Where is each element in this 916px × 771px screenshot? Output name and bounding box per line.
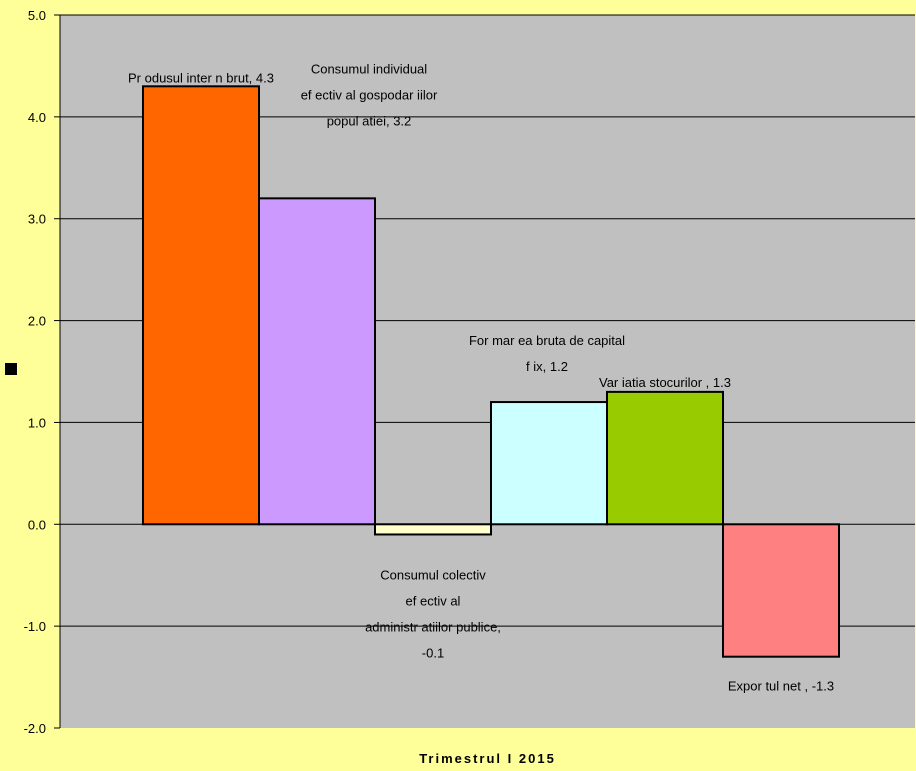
y-tick-label: 3.0: [28, 212, 46, 227]
y-axis-ticks: -2.0 -1.0 0.0 1.0 2.0 3.0 4.0 5.0: [24, 8, 60, 736]
y-tick-label: 5.0: [28, 8, 46, 23]
data-label-line: Var iatia stocurilor , 1.3: [599, 375, 731, 390]
data-label-line: For mar ea bruta de capital: [469, 333, 625, 348]
data-label-line: Pr odusul inter n brut, 4.3: [128, 70, 274, 85]
bar: [258, 197, 376, 526]
y-tick-label: 1.0: [28, 415, 46, 430]
bar: [490, 401, 608, 526]
data-label-line: administr atiilor publice,: [365, 619, 501, 634]
legend-key: [5, 363, 17, 375]
bar: [374, 523, 492, 536]
y-tick-label: 2.0: [28, 314, 46, 329]
data-label: For mar ea bruta de capital f ix, 1.2: [469, 333, 625, 374]
data-label: Consumul individual ef ectiv al gospodar …: [301, 61, 438, 128]
data-label-line: ef ectiv al gospodar iilor: [301, 87, 438, 102]
data-label: Consumul colectiv ef ectiv al administr at…: [365, 567, 501, 660]
data-label-line: Expor tul net , -1.3: [728, 679, 834, 694]
y-tick-label: 4.0: [28, 110, 46, 125]
data-label: Var iatia stocurilor , 1.3: [599, 375, 731, 390]
y-tick-label: 0.0: [28, 517, 46, 532]
y-tick-label: -2.0: [24, 721, 46, 736]
bars: [142, 85, 840, 658]
data-labels: Pr odusul inter n brut, 4.3 Consumul indi…: [128, 61, 834, 693]
bar: [722, 523, 840, 658]
data-label-line: Consumul individual: [311, 61, 427, 76]
data-label-line: -0.1: [422, 645, 444, 660]
bar: [606, 390, 724, 526]
x-axis-title: Trimestrul I 2015: [419, 751, 556, 766]
data-label: Pr odusul inter n brut, 4.3: [128, 70, 274, 85]
data-label: Expor tul net , -1.3: [728, 679, 834, 694]
data-label-line: Consumul colectiv: [380, 567, 486, 582]
y-tick-label: -1.0: [24, 619, 46, 634]
bar: [142, 85, 260, 526]
data-label-line: f ix, 1.2: [526, 359, 568, 374]
data-label-line: ef ectiv al: [406, 593, 461, 608]
data-label-line: popul atiei, 3.2: [327, 113, 412, 128]
